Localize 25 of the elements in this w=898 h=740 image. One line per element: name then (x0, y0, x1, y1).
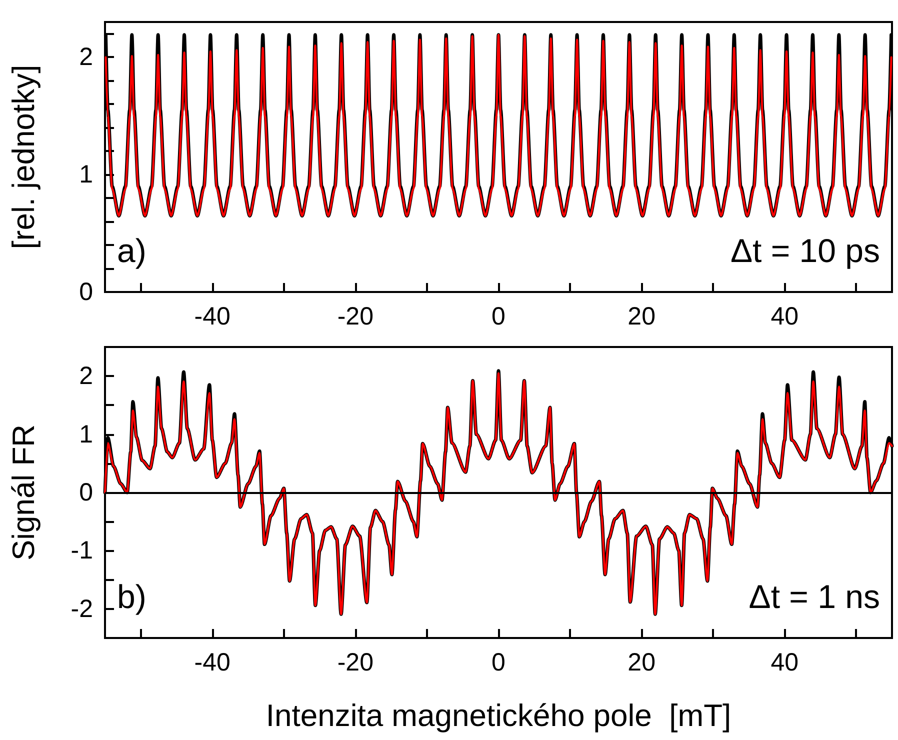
y-tick-label: 1 (79, 160, 93, 189)
x-tick-label: 0 (492, 302, 506, 330)
y-axis-title: Signál FR (6, 424, 41, 561)
x-tick-label: 20 (628, 302, 656, 330)
y-tick-label: -2 (70, 594, 93, 623)
annotation: b) (117, 578, 146, 615)
x-tick-label: -40 (194, 302, 230, 330)
annotation: Δt = 10 ps (730, 232, 880, 269)
y-tick-label: 2 (79, 43, 93, 72)
y-tick-label: 0 (79, 278, 93, 306)
x-tick-label: -20 (337, 302, 374, 330)
x-tick-label: -20 (337, 648, 374, 676)
annotation: Δt = 1 ns (748, 578, 880, 615)
y-tick-label: -1 (70, 536, 93, 565)
x-tick-label: 0 (492, 648, 506, 676)
y-tick-label: 2 (79, 362, 93, 390)
x-axis-title: Intenzita magnetického pole [mT] (266, 698, 732, 733)
x-tick-label: -40 (194, 648, 230, 676)
y-axis-title: [rel. jednotky] (6, 64, 41, 250)
x-tick-label: 20 (628, 648, 656, 676)
x-tick-label: 40 (770, 302, 799, 330)
y-tick-label: 1 (79, 420, 93, 448)
x-tick-label: 40 (770, 648, 799, 676)
y-tick-label: 0 (79, 478, 93, 506)
annotation: a) (117, 232, 146, 269)
